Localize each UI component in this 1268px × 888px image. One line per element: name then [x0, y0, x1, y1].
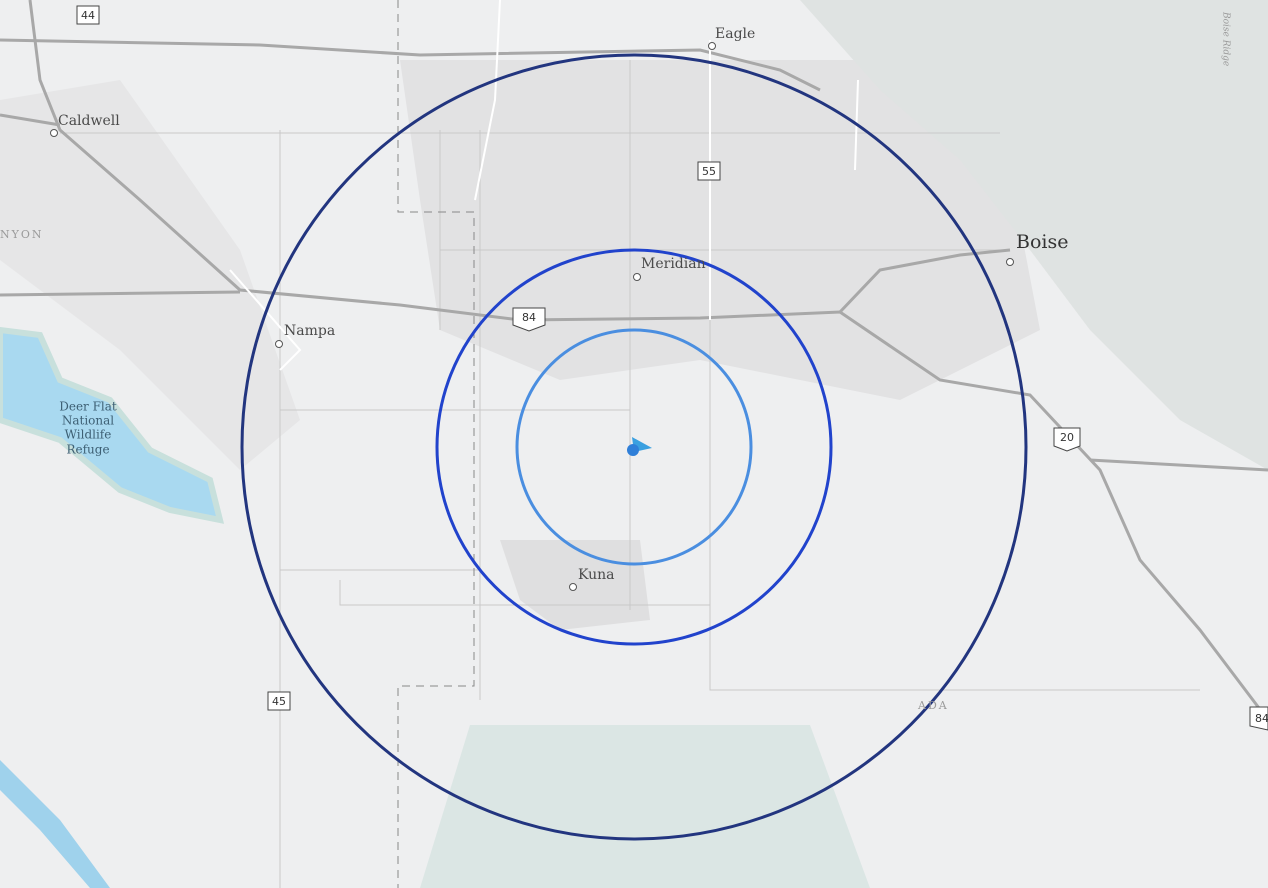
- route-shield-label: 20: [1060, 431, 1074, 444]
- refuge-label: Deer Flat: [59, 400, 117, 414]
- location-marker: [627, 444, 639, 456]
- place-label: Eagle: [715, 26, 755, 42]
- place-label: Boise: [1016, 231, 1068, 253]
- refuge-label: National: [62, 414, 114, 428]
- protected-area: [420, 725, 870, 888]
- route-shield-label: 45: [272, 695, 286, 708]
- map: 44 55 84 20 45 84 Eagle Caldwell Boise M…: [0, 0, 1268, 888]
- refuge-label: Wildlife: [65, 428, 112, 442]
- ridge-label: Boise Ridge: [1221, 11, 1231, 66]
- route-shield-label: 55: [702, 165, 716, 178]
- place-label: Kuna: [578, 567, 615, 583]
- route-shield-label: 44: [81, 9, 95, 22]
- place-label: Nampa: [284, 323, 335, 339]
- route-shield-label: 84: [1255, 712, 1268, 725]
- county-label: ADA: [917, 699, 949, 712]
- refuge-label: Refuge: [66, 443, 109, 457]
- place-label: Caldwell: [58, 113, 120, 129]
- county-label: NYON: [0, 228, 44, 241]
- place-label: Meridian: [641, 256, 706, 272]
- route-shield-label: 84: [522, 311, 536, 324]
